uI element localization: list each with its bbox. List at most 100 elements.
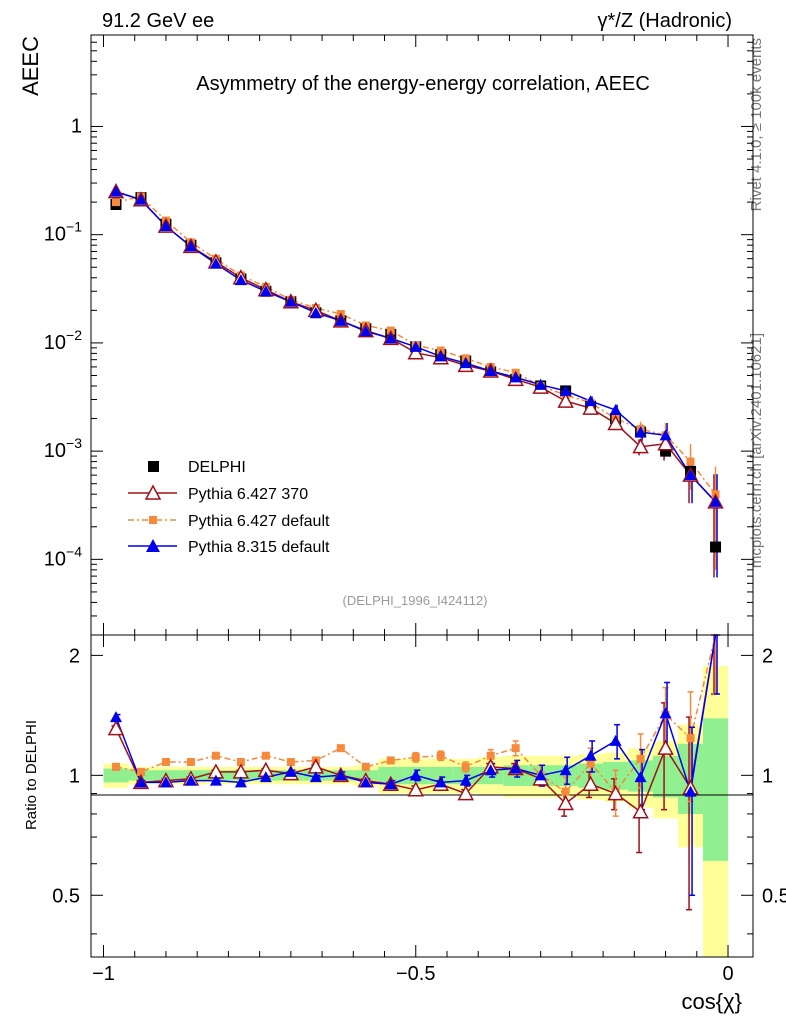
main-y-tick-label: 10−1 (44, 219, 82, 246)
delphi-point (710, 541, 722, 553)
ratio-pythia8-point (509, 762, 522, 774)
ratio-y-tick-label-left: 2 (69, 645, 80, 667)
legend-label-pythia6-default: Pythia 6.427 default (188, 513, 330, 530)
ratio-pythia8-point (334, 769, 347, 781)
x-tick-label: −1 (92, 963, 115, 985)
ratio-pythia6-default-point (586, 759, 595, 768)
main-y-tick-label: 10−4 (44, 543, 82, 570)
main-y-tick-label: 10−2 (44, 327, 82, 354)
pythia6-default-point (686, 457, 695, 466)
ratio-pythia8-point (459, 774, 472, 786)
analysis-label: (DELPHI_1996_I424112) (342, 593, 487, 608)
pythia8-point (509, 371, 522, 383)
ratio-frame (90, 634, 754, 958)
pythia6-default-point (111, 198, 120, 207)
x-axis-label: cos{χ} (682, 989, 742, 1014)
main-panel: 10−4 10−3 10−2 10−1 1 Asymmetry of the energ… (18, 34, 754, 636)
pythia8-point (209, 257, 222, 269)
ratio-pythia8-point (359, 776, 372, 788)
pythia8-point (159, 220, 172, 232)
ratio-pythia8-point (259, 771, 272, 783)
ratio-pythia6-default-point (411, 753, 420, 762)
legend-marker-pythia8 (146, 539, 160, 552)
legend: DELPHI Pythia 6.427 370 Pythia 6.427 def… (128, 459, 330, 556)
ratio-pythia8-point (584, 749, 597, 761)
ratio-pythia6-370-point (632, 803, 649, 819)
ratio-y-axis-label: Ratio to DELPHI (23, 720, 40, 830)
ratio-pythia8-point (659, 707, 672, 719)
ratio-pythia6-default-point (136, 767, 145, 776)
main-ticks (91, 34, 753, 636)
ratio-pythia6-default-point (486, 751, 495, 760)
legend-label-pythia6-370: Pythia 6.427 370 (188, 486, 308, 503)
ratio-pythia6-default-point (436, 751, 445, 760)
pythia8-point (534, 378, 547, 390)
ratio-pythia8-point (284, 765, 297, 777)
ratio-pythia8-point (134, 776, 147, 788)
ratio-pythia6-370-point (582, 775, 599, 791)
pythia8-point (359, 325, 372, 337)
ratio-ticks (91, 635, 753, 957)
ratio-pythia8-point (434, 776, 447, 788)
ratio-panel: 0.5 0.5 1 1 2 2 −1 −0.5 0 Ratio to DELPHI cos{χ… (23, 634, 786, 1014)
ratio-pythia6-default-point (361, 762, 370, 771)
ratio-band-green (378, 766, 404, 785)
pythia6-370-point (582, 399, 599, 415)
ratio-pythia6-default-point (636, 754, 645, 763)
ratio-pythia6-default-point (461, 762, 470, 771)
ratio-y-tick-label-right: 0.5 (762, 885, 786, 907)
ratio-pythia6-default-point (211, 751, 220, 760)
ratio-pythia8-point (609, 734, 622, 746)
x-tick-label: −0.5 (396, 963, 435, 985)
main-y-tick-label: 10−3 (44, 435, 82, 462)
ratio-pythia6-370-point (107, 720, 125, 736)
ratio-pythia8-point (384, 778, 397, 790)
legend-item-delphi: DELPHI (148, 459, 246, 476)
ratio-y-tick-labels: 0.5 0.5 1 1 2 2 (52, 645, 786, 907)
pythia8-point (584, 395, 597, 407)
ratio-band-green (553, 765, 579, 787)
ratio-band-green (703, 718, 729, 861)
legend-item-pythia6-370: Pythia 6.427 370 (128, 484, 308, 503)
legend-item-pythia8: Pythia 8.315 default (128, 539, 330, 556)
main-y-tick-label: 1 (71, 115, 82, 137)
ratio-pythia6-370-point (457, 784, 474, 801)
main-series (107, 183, 724, 578)
pythia8-point (184, 240, 197, 252)
ratio-pythia8-point (634, 771, 647, 783)
ratio-pythia6-370-point (407, 781, 425, 797)
ratio-pythia8-point (484, 764, 497, 776)
ratio-pythia6-default-point (286, 758, 295, 767)
ratio-pythia6-default-point (336, 744, 345, 753)
pythia8-point (134, 193, 147, 205)
pythia8-point (609, 403, 622, 415)
header-right: γ*/Z (Hadronic) (598, 10, 732, 32)
pythia6-370-point (632, 438, 649, 454)
pythia8-point (234, 274, 247, 286)
ratio-pythia6-370-point (607, 784, 624, 801)
ratio-bands (103, 666, 729, 957)
ratio-pythia8-point (559, 764, 572, 776)
legend-marker-pythia6-default (149, 516, 157, 524)
ratio-pythia6-default-point (111, 762, 120, 771)
ratio-y-tick-label-left: 0.5 (52, 885, 80, 907)
pythia8-point (384, 332, 397, 344)
ratio-pythia8-point (309, 771, 322, 783)
pythia8-point (559, 384, 572, 396)
ratio-y-tick-label-right: 2 (762, 645, 773, 667)
ratio-pythia6-default-point (511, 744, 520, 753)
legend-marker-delphi (148, 461, 159, 472)
ratio-pythia6-default-point (161, 758, 170, 767)
ratio-pythia6-default-point (261, 751, 270, 760)
ratio-pythia6-370-point (307, 758, 325, 774)
pythia6-370-point (607, 414, 624, 431)
ratio-series (107, 634, 721, 911)
pythia8-point (259, 285, 272, 297)
pythia8-point (484, 365, 497, 377)
ratio-pythia6-default-point (186, 758, 195, 767)
pythia8-point (334, 314, 347, 326)
ratio-pythia6-370-point (557, 794, 574, 811)
pythia8-point (684, 469, 697, 481)
header-left: 91.2 GeV ee (102, 10, 214, 32)
